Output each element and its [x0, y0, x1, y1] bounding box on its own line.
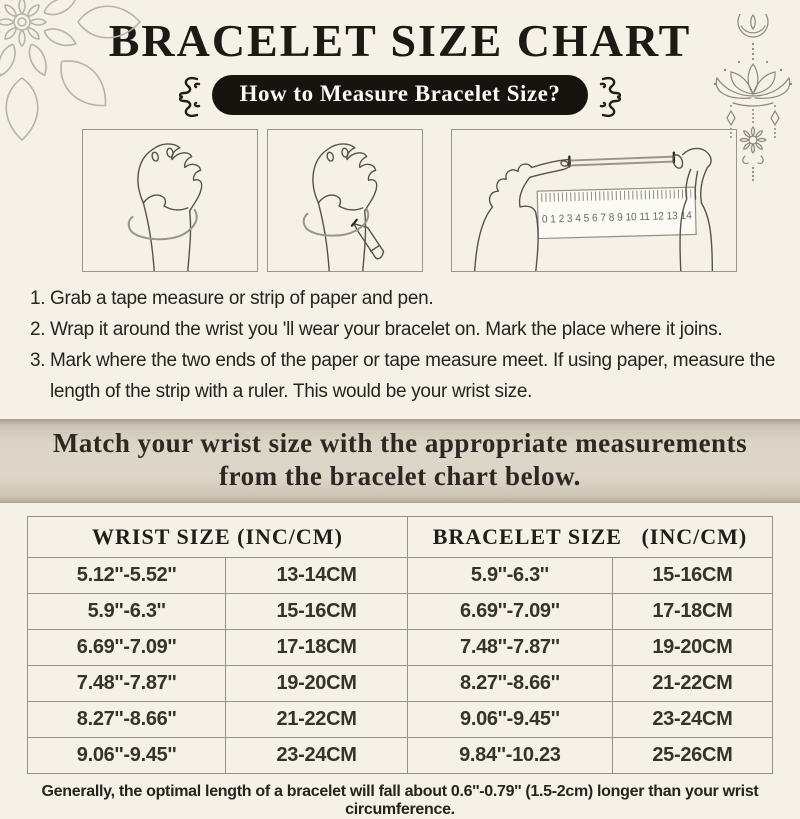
page-title: BRACELET SIZE CHART	[108, 15, 692, 66]
bracelet-cm-cell: 23-24CM	[611, 701, 774, 738]
instruction-step-1: 1. Grab a tape measure or strip of paper…	[30, 283, 782, 314]
wrist-inch-cell: 9.06''-9.45''	[26, 737, 227, 774]
bracelet-inch-cell: 8.27''-8.66''	[406, 665, 613, 702]
wrist-inch-cell: 7.48''-7.87''	[26, 665, 227, 702]
illustration-wrap-string	[82, 129, 258, 272]
illustration-measure-ruler: 0 1 2 3 4 5 6 7 8 9 10 11 12 13 14	[451, 129, 737, 272]
step-1-number: 1.	[30, 288, 46, 309]
bracelet-cm-cell: 19-20CM	[611, 629, 774, 666]
badge-how-to-measure: How to Measure Bracelet Size?	[211, 75, 589, 115]
banner-line-1: Match your wrist size with the appropria…	[52, 428, 748, 458]
instruction-step-2: 2. Wrap it around the wrist you 'll wear…	[30, 314, 782, 345]
instructions-list: 1. Grab a tape measure or strip of paper…	[30, 283, 782, 407]
wrist-inch-cell: 8.27''-8.66''	[26, 701, 227, 738]
how-to-measure-header: How to Measure Bracelet Size?	[0, 73, 800, 117]
banner-line-2: from the bracelet chart below.	[219, 461, 581, 491]
hand-with-pen-icon	[302, 143, 385, 271]
wrist-cm-cell: 15-16CM	[225, 593, 408, 630]
wrist-inch-cell: 5.12''-5.52''	[26, 557, 227, 594]
bracelet-cm-cell: 21-22CM	[611, 665, 774, 702]
wrist-inch-cell: 5.9''-6.3''	[26, 593, 227, 630]
bracelet-inch-cell: 7.48''-7.87''	[406, 629, 613, 666]
table-row: 7.48''-7.87'' 19-20CM 8.27''-8.66'' 21-2…	[26, 665, 774, 702]
footer-note: Generally, the optimal length of a brace…	[41, 783, 759, 818]
wrist-size-header: WRIST SIZE (INC/CM)	[27, 516, 408, 558]
bracelet-cm-cell: 25-26CM	[611, 737, 774, 774]
table-row: 5.9''-6.3'' 15-16CM 6.69''-7.09'' 17-18C…	[26, 593, 774, 630]
table-row: 5.12''-5.52'' 13-14CM 5.9''-6.3'' 15-16C…	[26, 557, 774, 594]
wrist-cm-cell: 17-18CM	[225, 629, 408, 666]
hands-with-ruler-icon: 0 1 2 3 4 5 6 7 8 9 10 11 12 13 14	[474, 147, 714, 271]
bracelet-inch-cell: 6.69''-7.09''	[406, 593, 613, 630]
wrist-cm-cell: 21-22CM	[225, 701, 408, 738]
bracelet-size-table: WRIST SIZE (INC/CM) BRACELET SIZE (INC/C…	[26, 516, 774, 774]
step-2-number: 2.	[30, 319, 46, 340]
instruction-step-3: 3. Mark where the two ends of the paper …	[30, 345, 782, 407]
curly-flourish-left-icon	[178, 77, 200, 117]
table-row: 8.27''-8.66'' 21-22CM 9.06''-9.45'' 23-2…	[26, 701, 774, 738]
bracelet-cm-cell: 15-16CM	[611, 557, 774, 594]
table-header-row: WRIST SIZE (INC/CM) BRACELET SIZE (INC/C…	[27, 516, 774, 558]
curly-flourish-right-icon	[600, 77, 622, 117]
step-1-text: Grab a tape measure or strip of paper an…	[50, 288, 434, 309]
bracelet-size-header: BRACELET SIZE (INC/CM)	[406, 516, 774, 558]
step-2-text: Wrap it around the wrist you 'll wear yo…	[50, 319, 723, 340]
ruler-numbers: 0 1 2 3 4 5 6 7 8 9 10 11 12 13 14	[542, 210, 692, 226]
wrist-inch-cell: 6.69''-7.09''	[26, 629, 227, 666]
wrist-cm-cell: 23-24CM	[225, 737, 408, 774]
measure-illustrations: 0 1 2 3 4 5 6 7 8 9 10 11 12 13 14	[82, 129, 800, 272]
match-size-banner: Match your wrist size with the appropria…	[0, 419, 800, 503]
hand-with-string-icon	[127, 143, 203, 271]
bracelet-inch-cell: 5.9''-6.3''	[406, 557, 613, 594]
table-row: 6.69''-7.09'' 17-18CM 7.48''-7.87'' 19-2…	[26, 629, 774, 666]
step-3-text: Mark where the two ends of the paper or …	[50, 350, 776, 402]
bracelet-inch-cell: 9.84''-10.23	[406, 737, 613, 774]
bracelet-inch-cell: 9.06''-9.45''	[406, 701, 613, 738]
illustration-mark-string	[267, 129, 423, 272]
wrist-cm-cell: 13-14CM	[225, 557, 408, 594]
wrist-cm-cell: 19-20CM	[225, 665, 408, 702]
bracelet-cm-cell: 17-18CM	[611, 593, 774, 630]
table-row: 9.06''-9.45'' 23-24CM 9.84''-10.23 25-26…	[26, 737, 774, 774]
step-3-number: 3.	[30, 350, 46, 371]
